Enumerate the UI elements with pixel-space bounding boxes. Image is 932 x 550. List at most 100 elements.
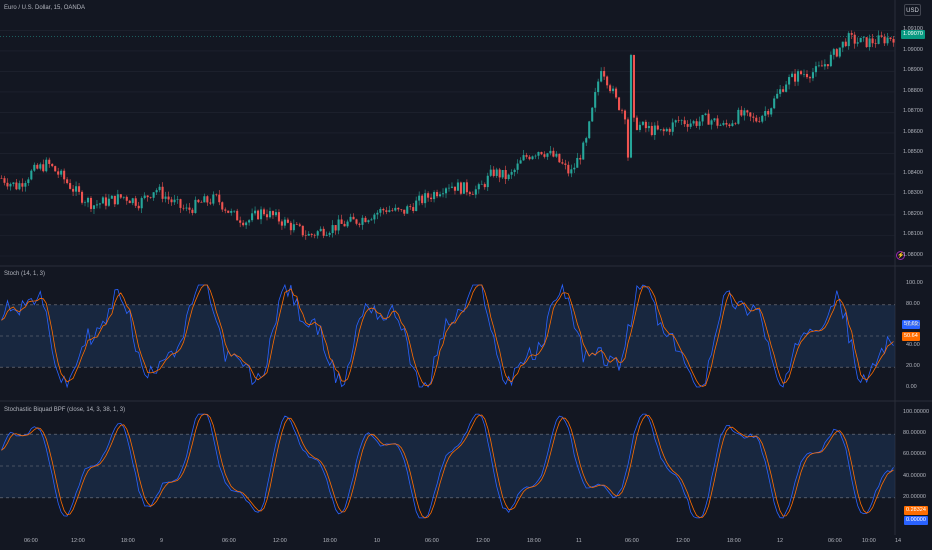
candle-body [808, 77, 812, 79]
candle-body [612, 88, 615, 92]
candle-body [516, 163, 519, 170]
candle-body [310, 233, 313, 235]
candle-body [361, 217, 364, 225]
candle-body [653, 125, 656, 135]
time-tick: 06:00 [625, 538, 639, 544]
candle-body [799, 71, 803, 75]
candle-body [838, 47, 841, 57]
candle-body [176, 199, 179, 200]
candle-body [597, 81, 600, 93]
candle-body [779, 89, 782, 94]
stoch-series-2-line [1, 284, 894, 387]
candle-body [283, 219, 286, 226]
candle-body [95, 204, 99, 206]
candle-body [534, 155, 537, 157]
candle-body [785, 84, 788, 92]
candle-body [45, 159, 48, 172]
candle-body [701, 114, 704, 122]
candle-body [301, 225, 304, 236]
candle-body [376, 212, 379, 215]
candle-body [647, 125, 650, 129]
biquad-pane-title[interactable]: Stochastic Biquad BPF (close, 14, 3, 38,… [4, 407, 126, 413]
candle-body [865, 37, 868, 48]
candle-body [486, 175, 489, 188]
candle-body [788, 77, 791, 85]
candle-body [820, 65, 823, 67]
candle-body [626, 119, 630, 158]
candle-body [650, 125, 653, 135]
candle-body [18, 183, 21, 190]
candle-body [713, 118, 716, 121]
candle-body [185, 207, 188, 209]
candle-body [259, 209, 263, 220]
candle-body [337, 219, 340, 231]
candle-body [731, 123, 734, 126]
candle-body [555, 153, 558, 157]
candle-body [489, 169, 492, 176]
stoch-tick: 60.00 [906, 321, 920, 328]
candle-body [289, 222, 292, 231]
candle-body [567, 164, 570, 174]
candle-body [495, 169, 498, 176]
candle-body [546, 153, 549, 157]
candle-body [155, 190, 158, 193]
candle-body [107, 198, 110, 206]
stoch-pane-title[interactable]: Stoch (14, 1, 3) [4, 271, 46, 277]
biquad-tick: 60.00000 [903, 451, 926, 458]
candle-body [528, 156, 531, 160]
candle-body [12, 182, 15, 184]
candle-body [704, 113, 707, 115]
candle-body [835, 49, 838, 57]
candle-body [707, 113, 710, 125]
candle-body [856, 42, 859, 44]
candle-body [265, 214, 269, 218]
candle-body [811, 72, 815, 79]
candle-body [671, 122, 674, 132]
candle-body [397, 207, 400, 210]
candle-body [680, 120, 683, 121]
candle-body [543, 154, 546, 157]
candle-body [558, 153, 561, 163]
candle-body [421, 195, 424, 204]
time-tick: 06:00 [222, 538, 236, 544]
candle-body [9, 183, 12, 187]
price-tick: 1.08400 [903, 169, 923, 176]
candle-body [406, 206, 409, 214]
candle-body [382, 208, 385, 211]
candle-body [280, 221, 283, 226]
currency-button[interactable]: USD [904, 4, 921, 16]
candle-body [525, 155, 528, 157]
candle-body [385, 210, 388, 212]
candle-body [191, 209, 194, 213]
symbol-title[interactable]: Euro / U.S. Dollar, 15, OANDA [4, 5, 86, 11]
candle-body [167, 196, 170, 200]
candle-body [504, 169, 507, 180]
stoch-tick: 0.00 [906, 384, 917, 390]
candle-body [254, 210, 257, 214]
biquad-tick: 40.00000 [903, 472, 926, 479]
candle-body [588, 121, 591, 139]
time-tick: 18:00 [121, 538, 135, 544]
lightning-icon[interactable]: ⚡ [896, 251, 905, 260]
candle-body [725, 123, 728, 125]
candle-body [436, 192, 439, 197]
candle-body [456, 182, 459, 191]
candle-body [531, 156, 534, 160]
candle-body [570, 169, 573, 174]
candle-body [295, 224, 298, 225]
candle-body [54, 166, 57, 172]
candle-body [239, 220, 242, 223]
candle-body [209, 202, 212, 204]
candle-body [752, 116, 755, 118]
candle-body [498, 169, 501, 178]
candle-body [316, 231, 319, 236]
candle-body [761, 115, 764, 122]
price-tick: 1.08800 [903, 87, 923, 94]
candle-body [173, 199, 176, 203]
stoch-tick: 100.00 [906, 280, 923, 286]
candle-body [131, 198, 134, 204]
candle-body [373, 214, 376, 220]
candle-body [561, 162, 564, 164]
